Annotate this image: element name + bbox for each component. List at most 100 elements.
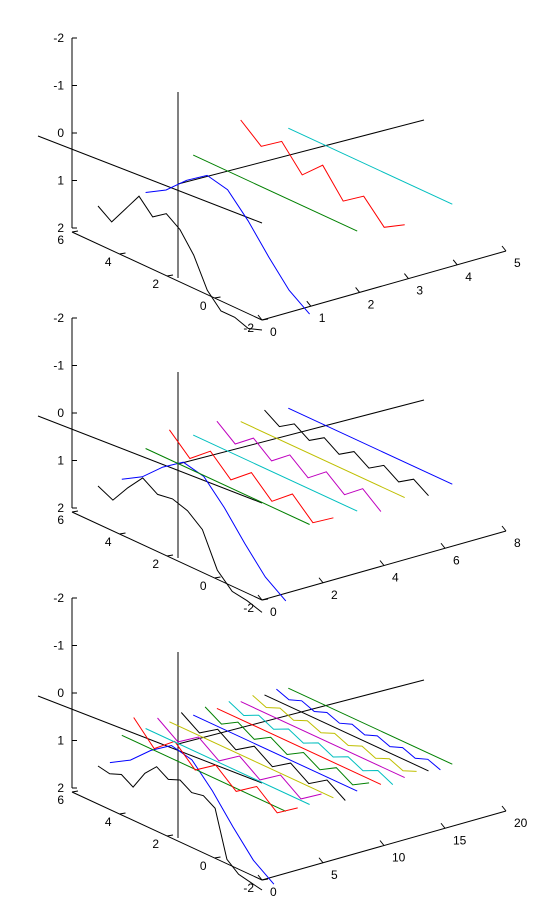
series-trace (240, 119, 405, 228)
series-trace (145, 174, 310, 315)
series-trace (169, 721, 334, 799)
x-tick-label: 6 (453, 553, 460, 567)
y-tick-label: 4 (105, 535, 112, 549)
x-tick-label: 5 (514, 256, 521, 270)
x-tick-label: 20 (514, 816, 528, 830)
z-tick-label: 1 (57, 454, 64, 468)
panel-2: 2 1 0 -1 -2 6 4 2 0 -2 0 2 4 6 8 (37, 311, 521, 619)
reference-line-a (37, 415, 263, 504)
x-tick-mark (318, 577, 324, 584)
y-tick-mark (71, 510, 79, 513)
series-trace (240, 701, 405, 779)
y-tick-label: 2 (152, 557, 159, 571)
z-tick-label: -2 (53, 311, 64, 325)
series-trace (192, 434, 358, 512)
z-tick-label: -2 (53, 591, 64, 605)
z-tick-label: -1 (53, 79, 64, 93)
y-tick-label: 2 (152, 837, 159, 851)
x-tick-label: 3 (416, 284, 423, 298)
x-tick-mark (440, 542, 446, 549)
x-tick-mark (379, 840, 385, 846)
x-tick-mark (257, 314, 263, 321)
y-tick-label: 0 (200, 859, 207, 873)
x-tick-mark (355, 287, 360, 293)
y-tick-mark (119, 532, 126, 535)
y-tick-label: 6 (57, 233, 64, 247)
y-tick-mark (214, 856, 221, 859)
y-tick-mark (119, 252, 126, 255)
series-trace (264, 409, 429, 497)
y-tick-label: 6 (57, 513, 64, 527)
x-tick-mark (440, 822, 446, 829)
x-tick-mark (501, 245, 507, 252)
y-tick-mark (166, 834, 174, 837)
x-tick-mark (501, 525, 507, 532)
x-tick-label: 2 (331, 588, 338, 602)
series-trace (97, 477, 263, 613)
x-tick-mark (501, 805, 507, 812)
x-tick-label: 10 (392, 851, 406, 865)
reference-line-a (37, 135, 263, 224)
y-tick-label: 4 (105, 815, 112, 829)
series-trace (252, 695, 417, 772)
x-tick-label: 4 (465, 270, 472, 284)
series-trace (121, 461, 287, 602)
z-tick-label: 2 (57, 781, 64, 795)
y-tick-mark (166, 274, 174, 277)
y-tick-label: 2 (152, 277, 159, 291)
series-trace (157, 717, 322, 800)
x-tick-label: 0 (270, 605, 277, 619)
y-tick-label: 0 (200, 299, 207, 313)
series-trace (204, 706, 370, 786)
series-trace (168, 429, 334, 524)
x-tick-mark (257, 594, 263, 601)
series-trace (109, 744, 275, 885)
z-tick-label: 2 (57, 501, 64, 515)
y-tick-mark (71, 230, 79, 233)
z-tick-label: 1 (57, 734, 64, 748)
x-tick-label: 0 (270, 325, 277, 339)
x-tick-mark (306, 300, 312, 307)
reference-line-a (37, 695, 263, 784)
z-tick-label: -2 (53, 31, 64, 45)
y-tick-mark (166, 554, 174, 557)
z-tick-label: 2 (57, 221, 64, 235)
series-trace (180, 712, 346, 801)
x-tick-label: 2 (368, 297, 375, 311)
series-trace (228, 701, 394, 785)
series-trace (145, 728, 310, 805)
x-tick-mark (379, 560, 385, 566)
y-tick-label: 6 (57, 793, 64, 807)
y-tick-mark (214, 576, 221, 579)
y-tick-mark (71, 790, 79, 793)
z-tick-label: 0 (57, 126, 64, 140)
z-tick-label: -1 (53, 359, 64, 373)
series-trace (216, 707, 382, 785)
z-tick-label: 0 (57, 406, 64, 420)
y-tick-mark (119, 812, 126, 815)
series-trace (276, 688, 441, 771)
series-trace (240, 421, 405, 499)
series-trace (121, 734, 287, 812)
y-tick-label: 0 (200, 579, 207, 593)
series-trace (145, 448, 310, 525)
series-trace (192, 154, 358, 232)
series-trace (133, 717, 298, 814)
reference-line-b (177, 119, 425, 185)
y-tick-mark (214, 296, 221, 299)
x-tick-mark (318, 857, 324, 864)
x-tick-mark (257, 874, 263, 881)
y-tick-label: -2 (243, 601, 254, 615)
z-tick-label: 0 (57, 686, 64, 700)
y-tick-label: -2 (243, 321, 254, 335)
x-tick-mark (404, 273, 409, 279)
z-tick-label: -1 (53, 639, 64, 653)
series-trace (97, 195, 263, 331)
x-tick-label: 0 (270, 885, 277, 899)
y-tick-label: 4 (105, 255, 112, 269)
series-trace (264, 694, 429, 772)
x-tick-label: 15 (453, 833, 467, 847)
x-tick-label: 8 (514, 536, 521, 550)
